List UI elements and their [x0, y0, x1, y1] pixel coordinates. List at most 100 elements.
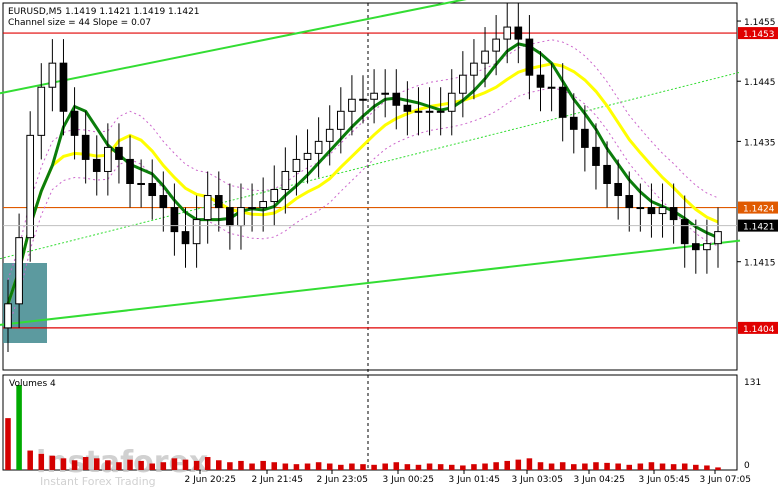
candle-body: [81, 134, 90, 160]
channel-lower-line: [0, 239, 741, 326]
candles-layer: [4, 3, 722, 352]
candle-body: [270, 189, 279, 203]
candle-body: [303, 152, 312, 160]
candle-body: [203, 195, 212, 221]
candle-body: [481, 50, 489, 64]
candle-body: [425, 110, 434, 113]
candle-body: [15, 237, 23, 305]
x-tick-label: 3 Jun 01:45: [449, 475, 500, 485]
candle-body: [714, 231, 722, 245]
candle-body: [447, 92, 456, 112]
candle-body: [603, 164, 611, 184]
candle-body: [658, 207, 667, 215]
candle-body: [92, 158, 101, 172]
volumes-layer: [5, 385, 721, 470]
candle-body: [292, 158, 301, 172]
candle-body: [536, 74, 545, 88]
envelope-upper: [7, 39, 719, 280]
candle-body: [226, 207, 234, 227]
y-tick-label: 1.1455: [744, 18, 776, 28]
candle-body: [181, 231, 190, 245]
header-symbol-line: EURUSD,M5 1.1419 1.1421 1.1419 1.1421: [8, 7, 200, 17]
candle-body: [26, 134, 35, 239]
current-price-tag: [738, 219, 778, 232]
volume-max-label: 131: [744, 378, 761, 388]
candle-body: [37, 86, 46, 136]
candle-body: [592, 146, 600, 166]
candle-body: [492, 38, 500, 52]
candle-body: [192, 219, 201, 245]
candle-body: [336, 110, 345, 130]
candle-body: [325, 128, 334, 142]
frames-layer: [2, 2, 738, 471]
candle-body: [614, 182, 622, 197]
candle-body: [470, 62, 478, 76]
candle-body: [214, 195, 223, 209]
candle-body: [636, 207, 645, 210]
volume-zero-label: 0: [744, 461, 750, 471]
highlight-box: [3, 263, 47, 343]
watermark-tagline: Instant Forex Trading: [40, 475, 156, 488]
channel-middle-line: [0, 71, 741, 260]
candle-body: [581, 128, 589, 148]
candle-body: [703, 243, 711, 251]
volume-pane-frame: [2, 374, 738, 471]
y-tick-label: 1.1445: [744, 78, 776, 88]
candle-body: [547, 86, 556, 89]
y-tick-label: 1.1415: [744, 259, 776, 269]
x-tick-label: 3 Jun 04:25: [574, 475, 625, 485]
current-price-label: 1.1421: [743, 223, 775, 233]
x-tick-label: 3 Jun 07:05: [700, 475, 751, 485]
price-pane-frame: [2, 2, 738, 371]
candle-body: [414, 110, 423, 113]
candle-body: [459, 74, 467, 94]
candle-body: [237, 207, 245, 227]
level-price-label: 1.1404: [743, 325, 775, 335]
candle-body: [514, 26, 523, 40]
level-price-label: 1.1424: [743, 205, 775, 215]
candle-body: [259, 201, 267, 209]
candle-body: [137, 182, 145, 185]
candle-body: [691, 243, 700, 251]
header-channel-line: Channel size = 44 Slope = 0.07: [8, 18, 151, 28]
candle-body: [159, 195, 168, 209]
candle-body: [48, 62, 57, 88]
candle-body: [115, 146, 123, 160]
candle-body: [569, 116, 578, 130]
candle-body: [348, 98, 356, 112]
candle-body: [370, 92, 378, 100]
candle-body: [170, 207, 179, 233]
candle-body: [359, 98, 367, 101]
x-tick-label: 3 Jun 00:25: [383, 475, 434, 485]
candle-body: [669, 207, 678, 221]
candle-body: [403, 104, 412, 112]
candle-body: [558, 86, 567, 118]
candle-body: [680, 219, 689, 245]
candle-body: [525, 38, 534, 76]
volume-panel-label: Volumes 4: [9, 379, 56, 389]
candle-body: [248, 207, 256, 210]
x-tick-label: 2 Jun 20:25: [185, 475, 236, 485]
candle-body: [381, 92, 390, 95]
candle-body: [59, 62, 68, 112]
candle-body: [314, 140, 323, 154]
x-tick-label: 2 Jun 23:05: [317, 475, 368, 485]
candle-body: [104, 146, 112, 172]
level-price-tag: [738, 27, 778, 40]
level-price-label: 1.1453: [743, 30, 775, 40]
candle-body: [281, 170, 290, 191]
y-tick-label: 1.1435: [744, 138, 776, 148]
level-price-tag: [738, 201, 778, 214]
level-price-tag: [738, 321, 778, 334]
candle-body: [647, 207, 656, 215]
candle-body: [4, 303, 12, 329]
x-tick-label: 3 Jun 05:45: [639, 475, 690, 485]
header-layer: EURUSD,M5 1.1419 1.1421 1.1419 1.1421Cha…: [8, 7, 200, 28]
candle-body: [70, 110, 79, 136]
candle-body: [625, 195, 634, 209]
axes-layer: 1.1455 1.1445 1.1435 1.1415 1.1453 1.1424 1.14…: [3, 18, 778, 485]
x-tick-label: 2 Jun 21:45: [252, 475, 303, 485]
candle-body: [436, 110, 445, 113]
